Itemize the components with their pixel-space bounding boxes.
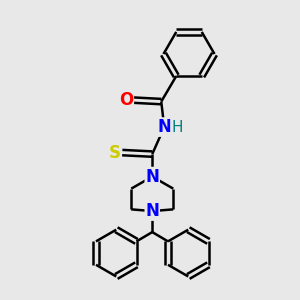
Text: N: N (145, 168, 159, 186)
Text: N: N (145, 202, 159, 220)
Text: N: N (157, 118, 171, 136)
Text: O: O (119, 91, 133, 109)
Text: S: S (109, 144, 121, 162)
Text: H: H (171, 120, 183, 135)
